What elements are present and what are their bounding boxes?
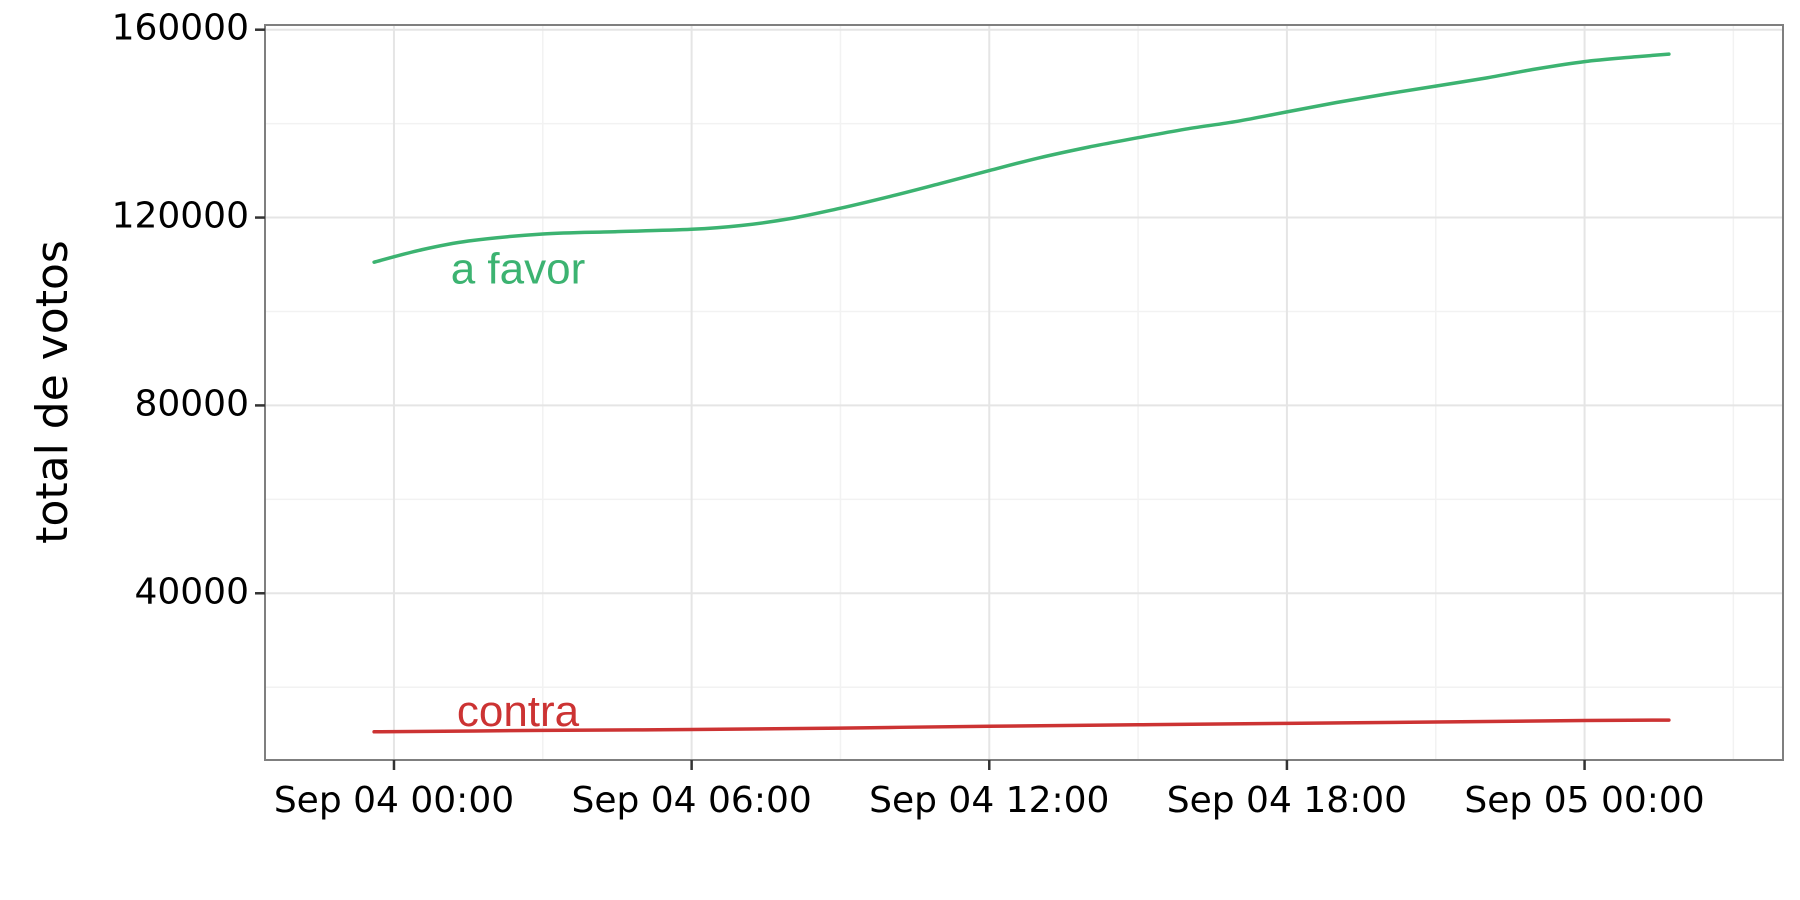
annotation-layer: a favor contra [451,244,586,736]
y-tick-label: 80000 [134,383,249,424]
x-tick-label: Sep 04 12:00 [869,780,1109,821]
y-axis-title: total de votos [27,240,78,544]
series-layer [372,52,1671,734]
y-tick-label: 160000 [112,8,249,49]
panel-border [264,24,1784,761]
major-gridlines [265,25,1783,760]
x-tick-label: Sep 04 00:00 [274,780,514,821]
y-axis: 40000 80000 120000 160000 [112,8,265,612]
panel-background [265,25,1783,760]
y-tick-label: 40000 [134,571,249,612]
x-axis: Sep 04 00:00 Sep 04 06:00 Sep 04 12:00 Sep … [274,760,1705,821]
series-line-contra [372,718,1671,734]
series-line-a-favor [372,52,1671,264]
x-tick-label: Sep 05 00:00 [1464,780,1704,821]
series-label-contra: contra [457,687,580,736]
x-tick-label: Sep 04 06:00 [571,780,811,821]
x-tick-label: Sep 04 18:00 [1167,780,1407,821]
minor-gridlines [265,25,1783,760]
series-label-a-favor: a favor [451,244,586,293]
y-tick-label: 120000 [112,196,249,237]
